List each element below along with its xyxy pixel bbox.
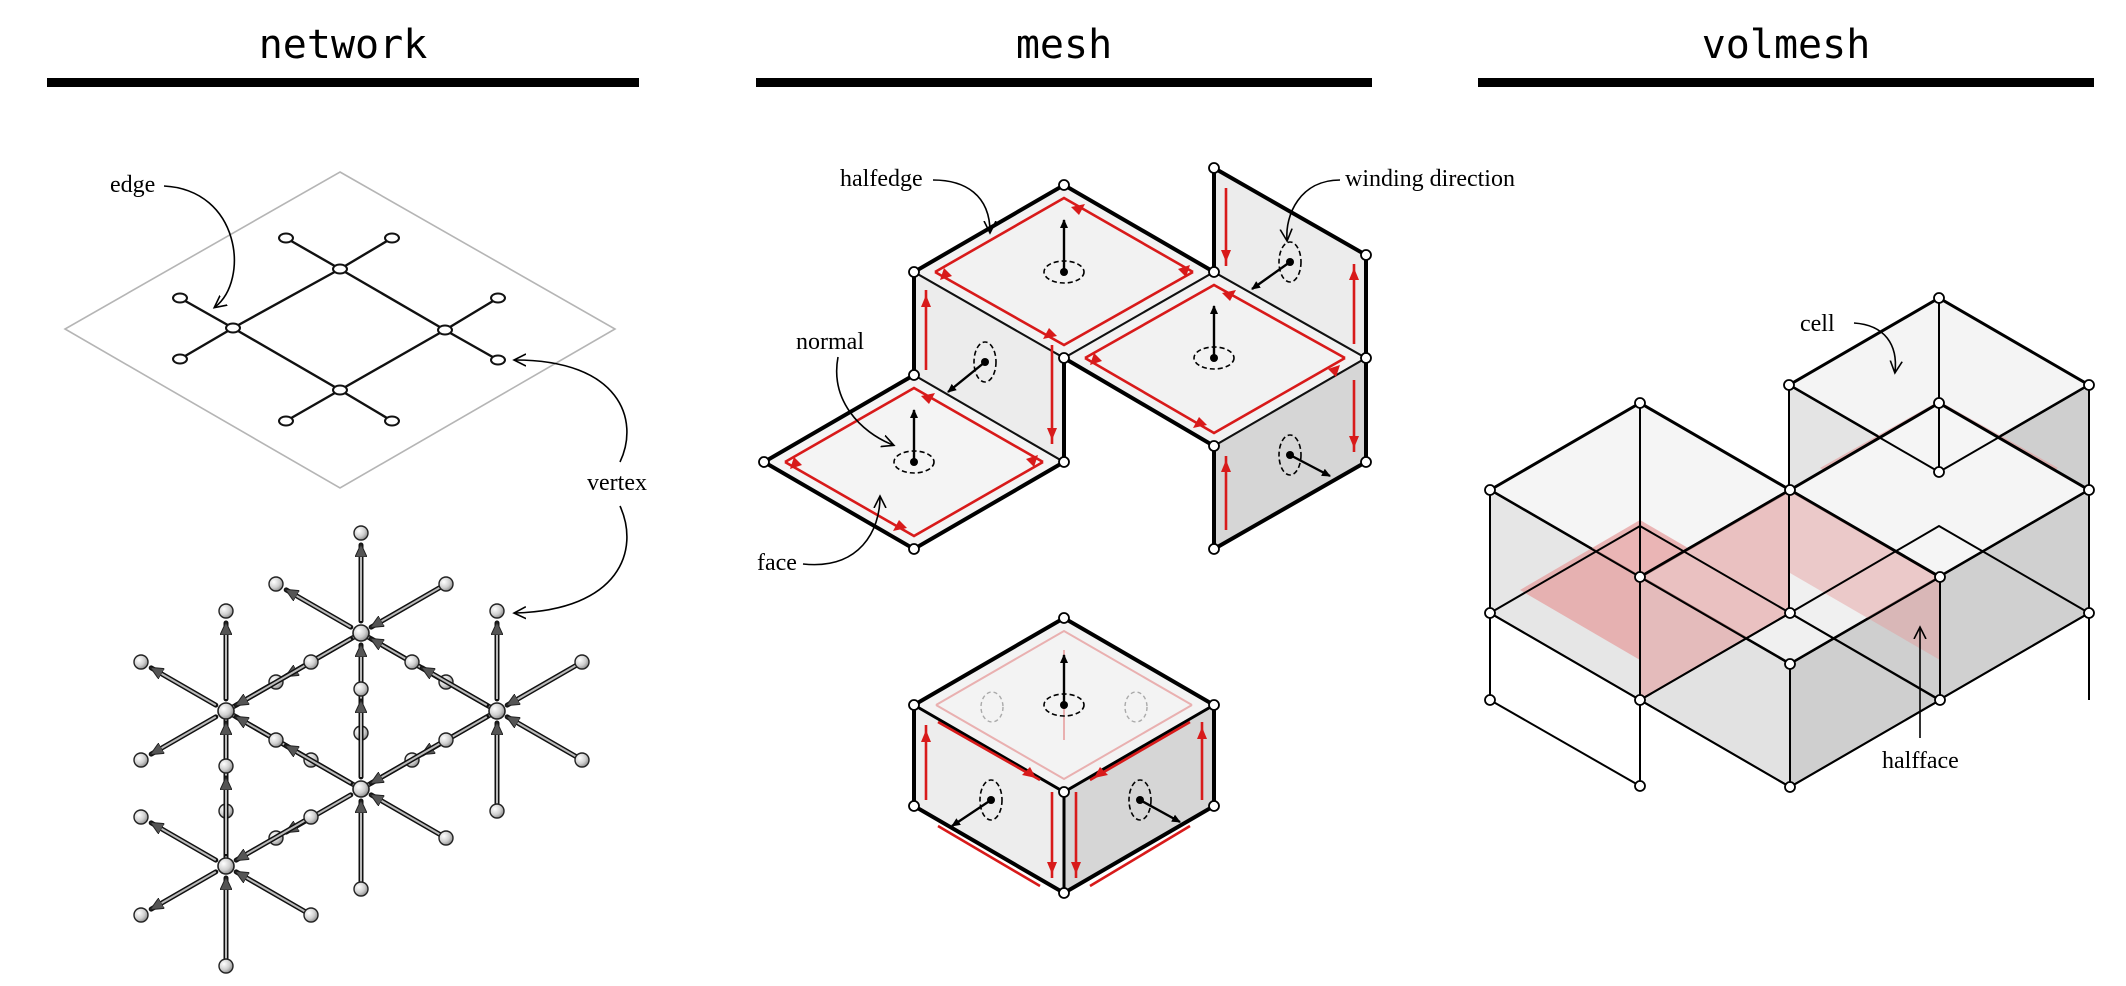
network-leaf-node (353, 681, 369, 697)
network-leaf-node (353, 881, 369, 897)
halfedge-leader (932, 179, 990, 232)
network-leaf-node (133, 907, 149, 923)
normal-label: normal (796, 329, 864, 355)
mesh-open-group (758, 162, 1372, 566)
network-leaf-node (438, 576, 454, 592)
face-leader (802, 497, 880, 566)
mesh-normal-dots (910, 258, 1294, 466)
network-title: network (258, 22, 428, 68)
network-spoke-arrow (507, 717, 583, 761)
vertex-leader-top (515, 360, 628, 463)
network-leaf-node (268, 576, 284, 592)
volmesh-group (1484, 292, 2095, 793)
network-leaf-node (303, 654, 319, 670)
mesh-normals (910, 219, 1331, 478)
network-leaf-node (489, 603, 505, 619)
mesh-vertices (758, 162, 1372, 555)
face-label: face (757, 550, 797, 576)
edge-leader (163, 185, 236, 307)
network-spoke-arrow (507, 661, 583, 705)
network-spoke-arrow (422, 668, 488, 706)
winding-leader (1287, 179, 1341, 240)
normal-leader (835, 356, 893, 445)
network-leaf-node (133, 752, 149, 768)
mesh-box-normals (951, 654, 1181, 827)
network-leaf-node (438, 732, 454, 748)
mesh-box-vertices (908, 612, 1220, 899)
volmesh-title: volmesh (1701, 22, 1871, 68)
network-3d-nodes (217, 624, 506, 875)
network-vertices (172, 232, 506, 427)
volmesh-rule (1478, 78, 2094, 87)
network-leaf-node (218, 958, 234, 974)
network-leaf-node (218, 758, 234, 774)
network-leaf-node (303, 907, 319, 923)
mesh-halfedge-arrowheads (790, 204, 1359, 531)
network-planar-group (63, 171, 628, 613)
network-spoke-arrow (371, 795, 447, 839)
network-spoke-arrow (286, 590, 352, 628)
network-plane (63, 171, 617, 489)
network-leaf-node (133, 809, 149, 825)
network-spoke-arrow (236, 872, 312, 916)
edge-label: edge (110, 172, 156, 198)
network-spoke-arrow (371, 583, 447, 627)
network-spoke-arrow (151, 716, 217, 754)
mesh-halfedges (784, 188, 1356, 538)
network-spoke-arrow (371, 739, 447, 783)
cell-leader (1853, 322, 1895, 372)
halfface-label: halfface (1882, 748, 1959, 774)
network-spoke-arrow (286, 746, 352, 784)
halfedge-label: halfedge (840, 166, 923, 192)
winding-direction-label: winding direction (1345, 166, 1515, 192)
network-3d-spokes (133, 525, 590, 974)
network-leaf-node (133, 654, 149, 670)
network-spoke-arrow (236, 816, 312, 860)
mesh-closed-group (908, 612, 1220, 899)
network-leaf-node (574, 654, 590, 670)
network-leaf-node (438, 830, 454, 846)
network-edges (179, 236, 499, 423)
cell-label: cell (1800, 311, 1835, 337)
network-leaf-node (404, 654, 420, 670)
network-leaf-node (303, 809, 319, 825)
mesh-open-outline (760, 164, 1368, 553)
network-leaf-node (489, 803, 505, 819)
network-3d-group (133, 525, 590, 974)
mesh-rule (756, 78, 1372, 87)
network-rule (47, 78, 639, 87)
network-spoke-arrow (151, 823, 217, 861)
network-leaf-node (574, 752, 590, 768)
mesh-box-arrowheads (921, 727, 1207, 874)
network-leaf-node (218, 603, 234, 619)
network-leaf-node (268, 732, 284, 748)
network-spoke-arrow (151, 871, 217, 909)
halfface-fill (1640, 490, 1790, 700)
vertex-leader-bottom (515, 505, 628, 613)
mesh-title: mesh (1015, 22, 1113, 68)
network-spoke-arrow (151, 668, 217, 706)
network-leaf-node (353, 525, 369, 541)
network-spoke-arrow (236, 661, 312, 705)
vertex-label: vertex (587, 470, 647, 496)
volmesh-vertices (1484, 292, 2095, 793)
